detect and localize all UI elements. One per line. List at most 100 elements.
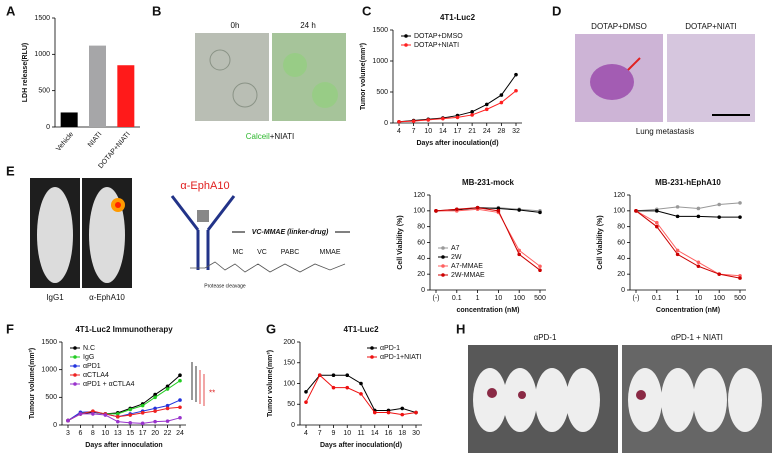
point	[675, 248, 680, 253]
point	[178, 405, 182, 410]
legend-marker	[73, 382, 77, 386]
point	[470, 113, 474, 117]
line	[67, 406, 181, 422]
x-tick-label: 100	[713, 295, 725, 302]
y-tick-label: 1500	[41, 339, 57, 346]
legend-marker	[441, 264, 445, 268]
point	[517, 248, 521, 253]
y-tick-label: 200	[283, 339, 295, 346]
x-tick-label: 24	[176, 430, 184, 437]
point	[331, 373, 336, 378]
legend-marker	[370, 346, 374, 350]
x-tick-label: 24	[483, 128, 491, 135]
point	[331, 385, 336, 390]
y-tick-label: 0	[421, 287, 425, 294]
point	[514, 88, 518, 93]
y-tick-label: 0	[53, 422, 57, 429]
x-tick-label: 6	[78, 430, 82, 437]
x-tick-label: 20	[151, 430, 159, 437]
y-tick-label: 120	[413, 192, 425, 199]
diagram-part: PABC	[281, 249, 300, 256]
point	[140, 411, 145, 415]
legend-marker	[370, 355, 374, 359]
y-tick-label: 50	[287, 401, 295, 408]
y-tick-label: 80	[617, 224, 625, 231]
point	[359, 392, 363, 396]
x-tick-label: 17	[454, 128, 462, 135]
point	[696, 260, 701, 265]
point	[455, 115, 460, 120]
x-tick-label: 18	[398, 430, 406, 437]
bar	[60, 112, 78, 127]
y-tick-label: 100	[413, 208, 425, 215]
photo-label: 24 h	[300, 21, 316, 30]
point	[178, 416, 182, 420]
x-tick-label: 14	[439, 128, 447, 135]
annotation: **	[209, 389, 215, 398]
point	[499, 93, 504, 97]
line	[435, 207, 541, 213]
photo-label: DOTAP+DMSO	[591, 22, 647, 31]
panel-label: E	[6, 163, 15, 178]
x-tick-label: 28	[497, 128, 505, 135]
point	[655, 220, 659, 225]
x-tick-label: 30	[412, 430, 420, 437]
y-tick-label: 150	[283, 360, 295, 367]
point	[538, 264, 542, 269]
caption-stain: Calceil	[246, 132, 270, 141]
point	[153, 409, 157, 413]
point	[434, 209, 438, 213]
point	[696, 264, 701, 269]
point	[178, 373, 182, 378]
point	[426, 118, 431, 122]
diagram-part: VC	[257, 249, 267, 256]
photo	[272, 33, 346, 121]
antibody-label: α-EphA10	[180, 180, 229, 192]
point	[128, 407, 133, 412]
chart-title: MB-231-hEphA10	[655, 178, 721, 187]
point	[484, 107, 489, 112]
photo-label: 0h	[231, 21, 240, 30]
point	[475, 205, 480, 210]
legend-label: αPD-1	[380, 345, 400, 352]
y-tick-label: 1000	[34, 51, 50, 58]
point	[441, 116, 445, 121]
point	[400, 412, 405, 417]
point	[165, 419, 170, 423]
point	[165, 403, 170, 408]
point	[153, 406, 157, 411]
arrow	[627, 57, 641, 71]
bar	[89, 45, 106, 127]
point	[738, 201, 742, 205]
point	[411, 119, 416, 123]
panel-label: G	[266, 321, 276, 336]
line	[436, 208, 541, 267]
drug-site	[197, 210, 209, 222]
x-tick-label: 14	[371, 430, 379, 437]
point	[717, 202, 721, 207]
chart-title: 4T1-Luc2 Immunotherapy	[75, 325, 173, 334]
cell	[209, 49, 231, 71]
y-axis-label: Cell Viability (%)	[597, 215, 604, 269]
structure	[190, 261, 346, 273]
y-tick-label: 500	[45, 394, 57, 401]
point	[499, 100, 504, 105]
x-tick-label: (-)	[633, 295, 640, 302]
point	[115, 419, 120, 424]
point	[397, 119, 401, 124]
point	[655, 224, 659, 229]
chart-title: 4T1-Luc2	[440, 13, 476, 22]
legend-marker	[73, 346, 77, 350]
point	[675, 214, 680, 219]
point	[317, 373, 322, 378]
point	[115, 414, 120, 419]
point	[496, 209, 501, 213]
point	[675, 205, 680, 209]
y-tick-label: 100	[613, 208, 625, 215]
panel-label: F	[6, 321, 14, 336]
point	[128, 420, 133, 425]
point	[128, 413, 133, 417]
x-tick-label: 22	[164, 430, 172, 437]
photo	[195, 33, 269, 121]
